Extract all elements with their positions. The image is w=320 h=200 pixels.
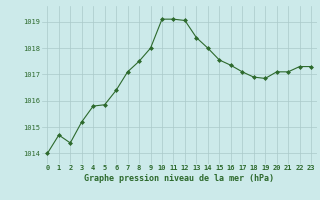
X-axis label: Graphe pression niveau de la mer (hPa): Graphe pression niveau de la mer (hPa)	[84, 174, 274, 183]
